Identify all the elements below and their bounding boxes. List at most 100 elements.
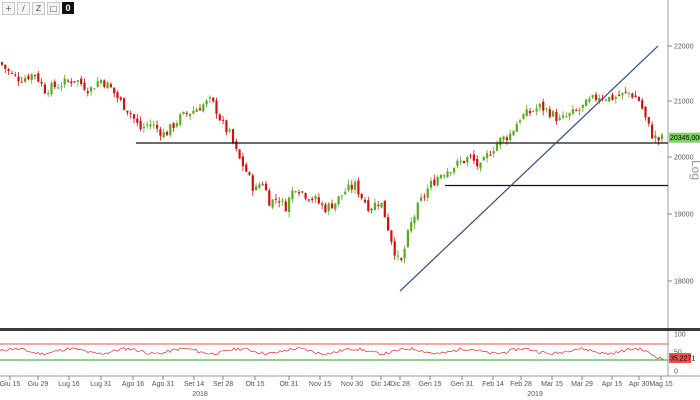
candle-body <box>218 114 221 121</box>
candle-body <box>179 114 182 125</box>
candle-body <box>548 109 551 117</box>
candle-body <box>337 196 340 205</box>
x-tick-label: Mar 15 <box>541 381 563 388</box>
candle-body <box>225 120 228 132</box>
candle-body <box>50 83 53 95</box>
rsi-line <box>0 346 665 361</box>
counter-badge: 0 <box>62 2 74 14</box>
candle-body <box>624 91 627 93</box>
candle-body <box>456 160 459 166</box>
scale-label: Log <box>689 160 700 180</box>
info-icon[interactable]: □ <box>47 2 60 15</box>
candle-body <box>377 204 380 206</box>
candle-body <box>297 192 301 194</box>
candle-body <box>489 154 492 156</box>
x-tick-label: Feb 14 <box>482 381 504 388</box>
candle-body <box>53 81 56 88</box>
x-tick-label: Ago 31 <box>152 381 174 388</box>
candle-body <box>354 181 357 190</box>
candle-body <box>66 80 70 82</box>
candle-body <box>426 188 429 198</box>
chart-toolbar: + / Z □ 0 <box>2 2 74 15</box>
y-tick-label: 21000 <box>674 99 694 106</box>
candle-body <box>621 92 624 96</box>
candle-body <box>73 81 76 83</box>
candle-body <box>30 74 33 80</box>
candle-body <box>387 217 390 231</box>
candle-body <box>278 201 281 203</box>
candle-body <box>416 202 419 220</box>
candle-body <box>373 202 376 211</box>
candle-body <box>109 84 112 88</box>
candle-body <box>631 93 634 98</box>
candle-body <box>644 106 647 118</box>
candle-body <box>241 156 244 167</box>
candle-body <box>86 91 89 94</box>
candle-body <box>439 175 442 179</box>
candle-body <box>63 78 66 85</box>
candle-body <box>449 172 452 174</box>
candle-body <box>565 116 568 118</box>
trendline[interactable] <box>399 45 659 292</box>
candle-body <box>360 193 363 199</box>
price-tag-label: 20345,0000 <box>670 135 700 142</box>
candle-body <box>390 230 393 242</box>
candle-body <box>538 103 541 108</box>
candle-body <box>129 112 132 114</box>
candle-body <box>268 190 271 206</box>
candle-body <box>215 100 218 114</box>
x-tick-label: Apr 15 <box>602 381 623 388</box>
candle-body <box>291 190 294 200</box>
candle-body <box>10 72 13 74</box>
candle-body <box>495 143 499 151</box>
candle-body <box>208 97 211 99</box>
year-label: 2018 <box>192 391 208 398</box>
plus-icon[interactable]: + <box>2 2 15 15</box>
candle-body <box>182 111 185 115</box>
rsi-tick-label: 100 <box>674 332 686 339</box>
candle-body <box>14 74 17 76</box>
candle-body <box>7 69 10 72</box>
candle-body <box>17 76 20 82</box>
candle-body <box>469 155 472 157</box>
candle-body <box>634 95 637 98</box>
candle-body <box>651 124 654 139</box>
candle-body <box>149 124 152 127</box>
candle-body <box>528 111 532 114</box>
candle-body <box>413 216 416 224</box>
candle-body <box>420 197 423 201</box>
candle-body <box>33 74 37 76</box>
zoom-icon[interactable]: Z <box>32 2 45 15</box>
candle-body <box>453 167 456 173</box>
candle-body <box>396 255 400 257</box>
candle-body <box>139 120 142 130</box>
candle-body <box>24 77 27 82</box>
candle-body <box>169 124 172 136</box>
candle-body <box>294 191 297 193</box>
pane-divider[interactable] <box>0 328 700 331</box>
candle-body <box>228 129 231 132</box>
candle-body <box>0 62 4 65</box>
candle-body <box>321 203 324 205</box>
candle-body <box>222 119 225 121</box>
x-tick-label: Gen 31 <box>451 381 474 388</box>
candle-body <box>581 104 584 108</box>
candle-body <box>532 111 535 113</box>
candle-body <box>96 81 99 87</box>
candle-body <box>189 113 192 117</box>
candle-body <box>185 112 188 115</box>
y-tick-label: 20000 <box>674 155 694 162</box>
candle-body <box>47 93 50 95</box>
x-tick-label: Gen 15 <box>419 381 442 388</box>
pencil-icon[interactable]: / <box>17 2 30 15</box>
candle-body <box>106 82 109 89</box>
x-tick-label: Giu 15 <box>0 381 20 388</box>
x-tick-label: Ott 15 <box>245 381 264 388</box>
candle-body <box>159 129 162 136</box>
candle-body <box>4 64 7 69</box>
candle-body <box>410 222 413 232</box>
candle-body <box>251 175 254 191</box>
candle-body <box>433 179 436 186</box>
